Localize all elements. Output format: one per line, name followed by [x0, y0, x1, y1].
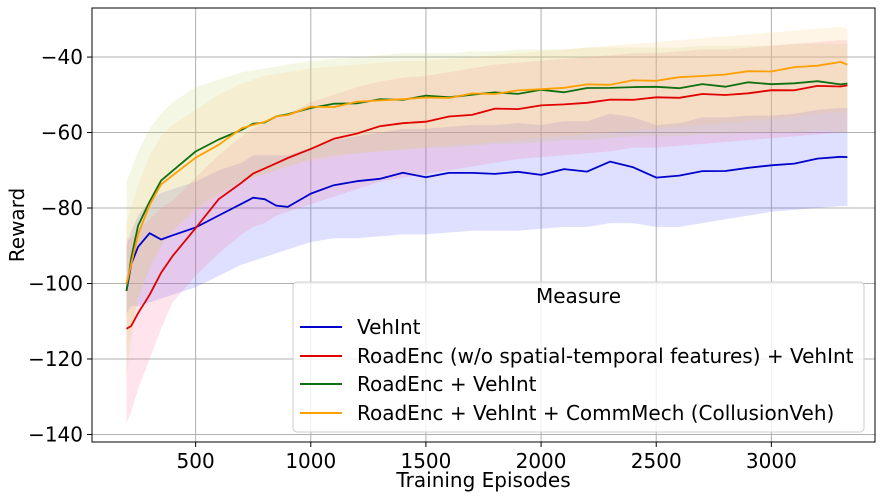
legend-box	[292, 281, 865, 433]
legend-title: Measure	[536, 284, 621, 308]
y-axis-ticks: −40 −60 −80 −100 −120 −140	[28, 45, 92, 446]
y-tick-label: −140	[28, 422, 83, 446]
series-lines	[125, 61, 848, 330]
legend: Measure VehInt RoadEnc (w/o spatial-temp…	[292, 281, 865, 433]
y-tick-label: −120	[28, 347, 83, 371]
y-tick-label: −60	[41, 121, 83, 145]
x-tick-label: 1500	[400, 449, 451, 473]
confidence-band-series-1	[126, 40, 848, 424]
legend-label-vehint: VehInt	[357, 315, 421, 339]
series-line-0	[125, 155, 848, 292]
series-line-1	[126, 84, 848, 330]
x-tick-label: 1000	[285, 449, 336, 473]
x-tick-label: 2500	[631, 449, 682, 473]
series-line-2	[125, 80, 848, 292]
x-axis-label: Training Episodes	[395, 468, 570, 492]
x-tick-label: 2000	[516, 449, 567, 473]
x-axis-ticks: 500 1000 1500 2000 2500 3000	[177, 442, 797, 473]
confidence-band-series-0	[126, 108, 848, 314]
plot-frame	[91, 7, 876, 443]
legend-label-commmech: RoadEnc + VehInt + CommMech (CollusionVe…	[357, 401, 834, 425]
confidence-band-series-2	[126, 43, 848, 378]
y-tick-label: −40	[41, 45, 83, 69]
x-tick-label: 500	[177, 449, 215, 473]
x-tick-label: 3000	[746, 449, 797, 473]
legend-label-roadenc-wo: RoadEnc (w/o spatial-temporal features) …	[357, 344, 854, 368]
y-tick-label: −100	[28, 271, 83, 295]
y-axis-label: Reward	[5, 188, 29, 262]
y-tick-label: −80	[41, 196, 83, 220]
legend-label-roadenc-vehint: RoadEnc + VehInt	[357, 372, 537, 396]
series-line-3	[125, 61, 848, 284]
